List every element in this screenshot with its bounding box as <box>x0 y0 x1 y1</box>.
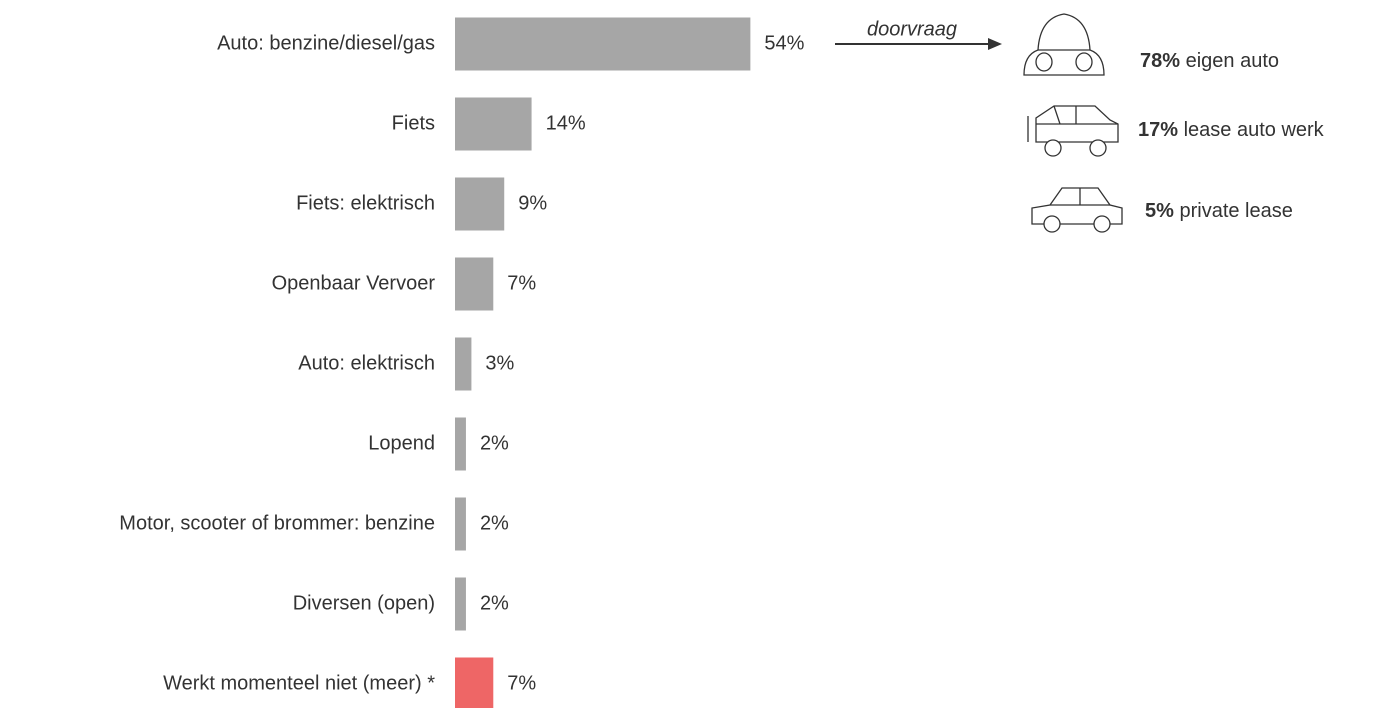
beetle-icon <box>1023 13 1105 76</box>
category-label: Diversen (open) <box>293 592 435 614</box>
annotation-item: 5% private lease <box>1145 200 1293 222</box>
bar <box>455 337 472 391</box>
category-label: Lopend <box>368 432 435 454</box>
bar <box>455 17 751 71</box>
value-label: 2% <box>480 432 509 454</box>
category-label: Auto: benzine/diesel/gas <box>217 32 435 54</box>
value-label: 7% <box>507 272 536 294</box>
suv-icon <box>1027 105 1119 157</box>
category-label: Fiets <box>392 112 435 134</box>
sedan-icon <box>1031 187 1123 233</box>
category-label: Fiets: elektrisch <box>296 192 435 214</box>
annotation-text: eigen auto <box>1180 50 1279 72</box>
annotation-item: 78% eigen auto <box>1140 50 1279 72</box>
annotation-percent: 17% <box>1138 119 1178 141</box>
bar <box>455 497 466 551</box>
value-label: 54% <box>764 32 804 54</box>
category-label: Motor, scooter of brommer: benzine <box>119 512 435 534</box>
category-label: Werkt momenteel niet (meer) * <box>163 672 435 694</box>
value-label: 3% <box>485 352 514 374</box>
arrow-label: doorvraag <box>867 18 957 40</box>
category-label: Auto: elektrisch <box>298 352 435 374</box>
bar <box>455 657 494 708</box>
value-label: 9% <box>518 192 547 214</box>
bar <box>455 257 494 311</box>
category-label: Openbaar Vervoer <box>272 272 436 294</box>
annotation-item: 17% lease auto werk <box>1138 119 1325 141</box>
value-label: 7% <box>507 672 536 694</box>
bar <box>455 417 466 471</box>
annotation-text: lease auto werk <box>1178 119 1325 141</box>
bar <box>455 577 466 631</box>
annotation-text: private lease <box>1174 200 1293 222</box>
annotation-percent: 5% <box>1145 200 1174 222</box>
value-label: 2% <box>480 512 509 534</box>
bar <box>455 177 505 231</box>
bar <box>455 97 532 151</box>
value-label: 14% <box>546 112 586 134</box>
arrow-head <box>988 38 1002 50</box>
annotation-percent: 78% <box>1140 50 1180 72</box>
value-label: 2% <box>480 592 509 614</box>
